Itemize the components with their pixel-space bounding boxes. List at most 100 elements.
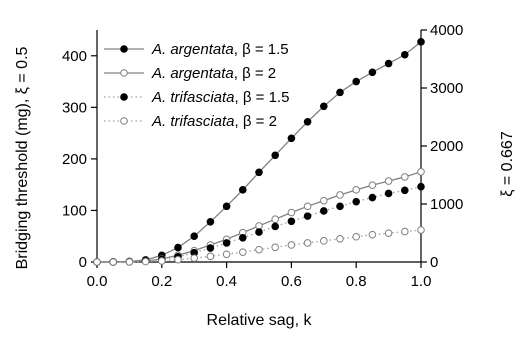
- data-point: [368, 230, 377, 239]
- data-point: [384, 59, 393, 68]
- legend: A. argentata, β = 1.5A. argentata, β = 2…: [104, 41, 289, 130]
- data-point: [287, 208, 296, 217]
- data-point: [303, 212, 312, 220]
- x-tick-label: 0.2: [151, 273, 172, 290]
- legend-species: A. argentata: [151, 41, 234, 58]
- data-point: [320, 207, 328, 215]
- series-line: [96, 186, 422, 263]
- data-point: [109, 258, 117, 266]
- data-point: [352, 186, 361, 194]
- data-point: [384, 189, 393, 198]
- data-point: [303, 239, 312, 247]
- data-point: [174, 243, 182, 252]
- data-point: [255, 228, 263, 236]
- data-point: [271, 215, 280, 224]
- series-layer: [93, 38, 425, 266]
- data-point: [368, 193, 377, 202]
- labels: 0.0 0.2 0.4 0.6 0.8 1.00100200300400010002000…: [14, 22, 516, 329]
- left-y-tick-label: 400: [62, 48, 87, 65]
- data-point: [239, 233, 247, 242]
- data-point: [255, 222, 263, 230]
- data-point: [206, 252, 215, 261]
- data-point: [271, 151, 280, 160]
- data-point: [271, 222, 280, 231]
- data-point: [320, 237, 328, 245]
- data-point: [93, 258, 101, 266]
- data-point: [417, 226, 425, 234]
- right-y-axis-title: ξ = 0.667: [499, 131, 516, 197]
- data-point: [368, 181, 377, 189]
- data-point: [239, 186, 247, 194]
- data-point: [239, 248, 247, 257]
- data-point: [222, 202, 231, 211]
- axes: [91, 29, 427, 268]
- data-point: [417, 182, 425, 191]
- left-y-tick-label: 0: [79, 254, 87, 271]
- data-point: [206, 217, 215, 226]
- left-y-tick-label: 300: [62, 99, 87, 116]
- x-tick-label: 0.0: [87, 273, 108, 290]
- legend-label: A. argentata, β = 2: [151, 65, 276, 82]
- x-tick-label: 0.4: [216, 273, 237, 290]
- data-point: [255, 168, 263, 177]
- legend-species: A. trifasciata: [151, 89, 235, 106]
- x-tick-label: 1.0: [411, 273, 432, 290]
- left-y-tick-label: 100: [62, 202, 87, 219]
- legend-param: , β = 1.5: [235, 89, 290, 106]
- data-point: [320, 196, 328, 205]
- data-point: [255, 245, 263, 254]
- data-point: [141, 257, 150, 266]
- data-point: [190, 254, 198, 262]
- data-point: [352, 197, 361, 206]
- data-point: [401, 50, 409, 59]
- legend-marker: [120, 93, 128, 101]
- legend-param: , β = 2: [234, 65, 276, 82]
- data-point: [336, 88, 344, 97]
- data-point: [417, 38, 425, 46]
- data-point: [190, 232, 198, 241]
- data-point: [222, 239, 231, 247]
- right-y-tick-label: 0: [430, 254, 438, 271]
- right-y-tick-label: 4000: [430, 22, 463, 39]
- data-point: [287, 217, 296, 226]
- data-point: [174, 255, 182, 264]
- data-point: [401, 173, 409, 181]
- data-point: [158, 257, 166, 265]
- legend-entry-2: A. argentata, β = 2: [104, 65, 276, 82]
- data-point: [222, 250, 231, 259]
- legend-entry-4: A. trifasciata, β = 2: [104, 113, 277, 130]
- data-point: [368, 68, 377, 77]
- data-point: [206, 244, 215, 252]
- legend-param: , β = 2: [235, 113, 277, 130]
- left-y-axis-title: Bridging threshold (mg), ξ = 0.5: [14, 46, 31, 269]
- x-tick-label: 0.8: [346, 273, 367, 290]
- data-point: [401, 227, 409, 236]
- series-4: [93, 226, 425, 266]
- left-y-tick-label: 200: [62, 151, 87, 168]
- legend-entry-3: A. trifasciata, β = 1.5: [104, 89, 289, 106]
- data-point: [352, 77, 361, 86]
- data-point: [125, 258, 134, 266]
- x-axis-title: Relative sag, k: [207, 312, 313, 329]
- data-point: [336, 202, 344, 211]
- data-point: [271, 243, 280, 252]
- data-point: [287, 241, 296, 249]
- data-point: [320, 102, 328, 111]
- legend-species: A. argentata: [151, 65, 234, 82]
- legend-label: A. argentata, β = 1.5: [151, 41, 289, 58]
- right-y-tick-label: 2000: [430, 138, 463, 155]
- right-y-tick-label: 1000: [430, 196, 463, 213]
- legend-label: A. trifasciata, β = 1.5: [151, 89, 289, 106]
- data-point: [336, 235, 344, 243]
- data-point: [303, 117, 312, 126]
- data-point: [384, 229, 393, 237]
- data-point: [287, 134, 296, 143]
- data-point: [303, 202, 312, 211]
- legend-label: A. trifasciata, β = 2: [151, 113, 277, 130]
- data-point: [384, 177, 393, 185]
- legend-marker: [120, 117, 128, 125]
- legend-species: A. trifasciata: [151, 113, 235, 130]
- legend-entry-1: A. argentata, β = 1.5: [104, 41, 289, 58]
- right-y-tick-label: 3000: [430, 80, 463, 97]
